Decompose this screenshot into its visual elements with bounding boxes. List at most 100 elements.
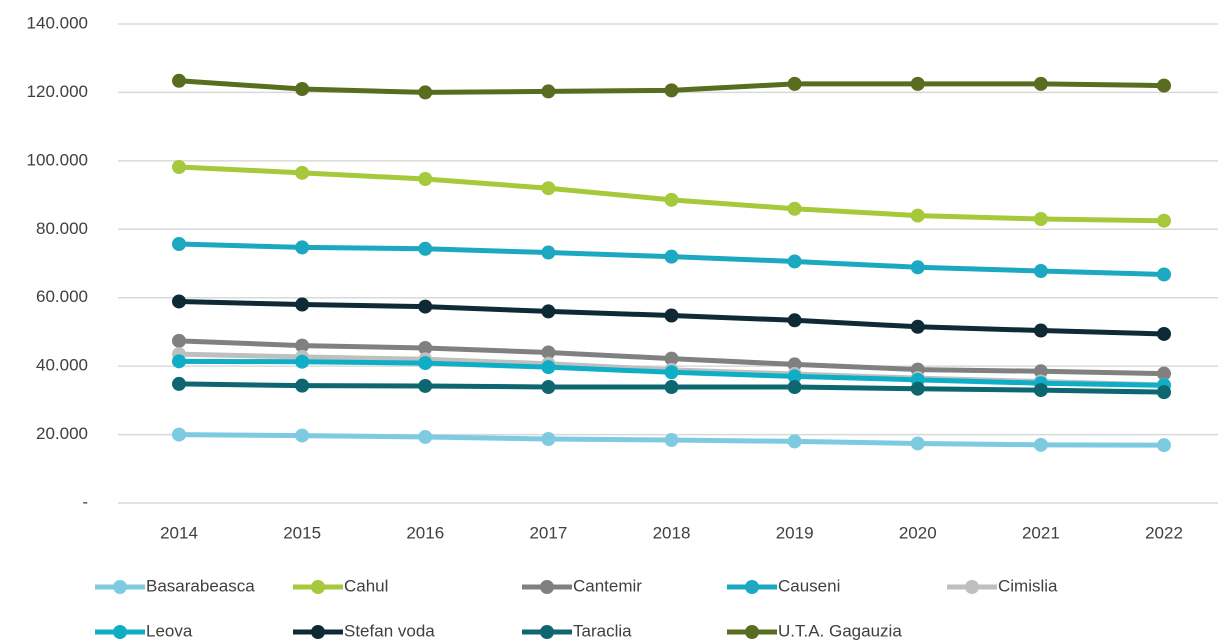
- legend-label: U.T.A. Gagauzia: [778, 621, 902, 640]
- data-point: [172, 427, 186, 442]
- data-point: [664, 308, 679, 323]
- x-tick-label: 2018: [653, 523, 691, 542]
- data-point: [664, 83, 679, 98]
- x-tick-label: 2014: [160, 523, 198, 542]
- data-point: [541, 304, 556, 319]
- data-point: [1033, 364, 1048, 379]
- data-point: [541, 432, 556, 447]
- data-point: [910, 260, 925, 275]
- data-point: [172, 160, 186, 175]
- data-point: [172, 333, 186, 348]
- data-point: [541, 181, 556, 196]
- data-point: [1033, 264, 1048, 279]
- data-point: [1157, 366, 1171, 381]
- legend-marker: [965, 580, 979, 594]
- data-point: [787, 380, 802, 395]
- data-point: [541, 245, 556, 260]
- x-tick-label: 2020: [899, 523, 937, 542]
- legend-marker: [311, 625, 325, 639]
- data-point: [172, 73, 186, 88]
- data-point: [787, 76, 802, 91]
- data-point: [418, 85, 433, 100]
- data-point: [787, 313, 802, 328]
- data-point: [1033, 437, 1048, 452]
- data-point: [787, 254, 802, 269]
- data-point: [541, 380, 556, 395]
- y-tick-label: 120.000: [27, 82, 88, 101]
- data-point: [1157, 385, 1171, 400]
- data-point: [418, 241, 433, 256]
- x-tick-label: 2022: [1145, 523, 1183, 542]
- legend-marker: [113, 580, 127, 594]
- data-point: [787, 369, 802, 384]
- data-point: [1157, 438, 1171, 453]
- x-tick-label: 2019: [776, 523, 814, 542]
- data-point: [172, 294, 186, 309]
- legend-marker: [113, 625, 127, 639]
- legend-label: Basarabeasca: [146, 576, 255, 595]
- x-tick-label: 2016: [406, 523, 444, 542]
- y-tick-label: 80.000: [36, 219, 88, 238]
- data-point: [664, 365, 679, 380]
- legend-marker: [540, 625, 554, 639]
- data-point: [787, 434, 802, 449]
- data-point: [418, 341, 433, 356]
- data-point: [664, 249, 679, 264]
- data-point: [541, 345, 556, 360]
- data-point: [1033, 76, 1048, 91]
- legend-label: Leova: [146, 621, 193, 640]
- data-point: [910, 319, 925, 334]
- y-tick-label: 40.000: [36, 356, 88, 375]
- legend-marker: [540, 580, 554, 594]
- data-point: [172, 236, 186, 251]
- data-point: [910, 76, 925, 91]
- x-tick-label: 2021: [1022, 523, 1060, 542]
- data-point: [1157, 267, 1171, 282]
- data-point: [172, 376, 186, 391]
- data-point: [910, 208, 925, 223]
- data-point: [541, 360, 556, 375]
- data-point: [295, 165, 310, 180]
- data-point: [664, 351, 679, 366]
- data-point: [910, 381, 925, 396]
- data-point: [1157, 326, 1171, 341]
- x-tick-label: 2017: [529, 523, 567, 542]
- y-tick-label: 100.000: [27, 150, 88, 169]
- y-tick-label: 60.000: [36, 287, 88, 306]
- data-point: [541, 84, 556, 99]
- data-point: [172, 354, 186, 369]
- legend-label: Cimislia: [998, 576, 1058, 595]
- data-point: [295, 240, 310, 255]
- legend-label: Cahul: [344, 576, 388, 595]
- y-tick-label: -: [82, 492, 88, 511]
- data-point: [910, 436, 925, 451]
- y-tick-label: 20.000: [36, 424, 88, 443]
- data-point: [1157, 78, 1171, 93]
- data-point: [295, 297, 310, 312]
- data-point: [418, 429, 433, 444]
- x-tick-label: 2015: [283, 523, 321, 542]
- y-tick-label: 140.000: [27, 13, 88, 32]
- data-point: [664, 433, 679, 448]
- data-point: [1157, 213, 1171, 228]
- data-point: [1033, 383, 1048, 398]
- data-point: [295, 428, 310, 443]
- data-point: [418, 378, 433, 393]
- data-point: [295, 338, 310, 353]
- data-point: [295, 354, 310, 369]
- legend-marker: [745, 625, 759, 639]
- legend-label: Stefan voda: [344, 621, 435, 640]
- data-point: [664, 192, 679, 207]
- data-point: [787, 201, 802, 216]
- data-point: [787, 357, 802, 372]
- data-point: [295, 82, 310, 97]
- data-point: [664, 380, 679, 395]
- legend-marker: [311, 580, 325, 594]
- data-point: [1033, 323, 1048, 338]
- data-point: [418, 299, 433, 314]
- data-point: [1033, 212, 1048, 227]
- legend-label: Cantemir: [573, 576, 642, 595]
- data-point: [295, 378, 310, 393]
- legend-label: Taraclia: [573, 621, 632, 640]
